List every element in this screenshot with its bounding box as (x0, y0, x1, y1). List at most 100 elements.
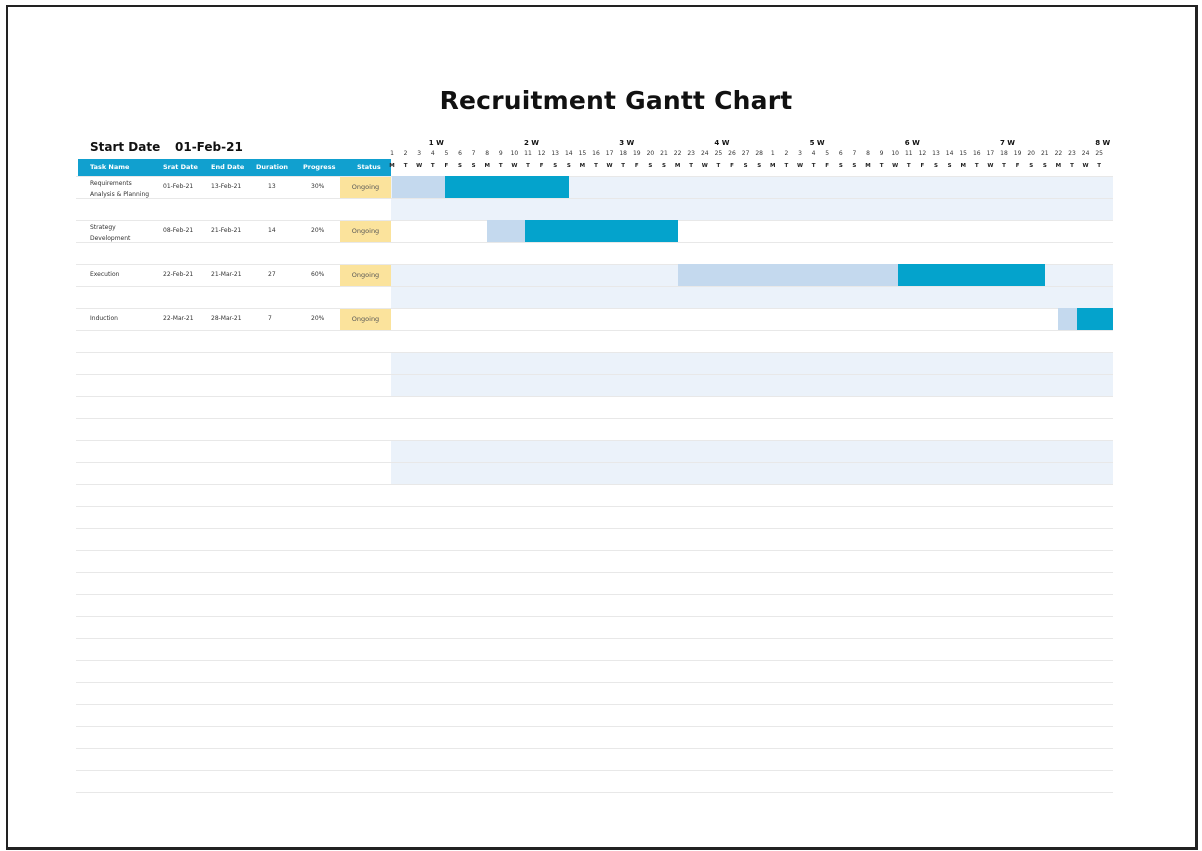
day-number: 15 (578, 150, 587, 157)
weekday-letter: S (934, 163, 938, 169)
task-name[interactable]: Strategy Development (90, 224, 131, 242)
weekday-letter: S (838, 163, 843, 169)
task-end-date[interactable]: 21-Mar-21 (211, 271, 242, 278)
task-start-date[interactable]: 22-Mar-21 (163, 315, 194, 322)
row-divider (76, 572, 1113, 573)
day-number: 1 (390, 150, 394, 157)
weekday-letter: M (674, 163, 681, 169)
header-progress: Progress (303, 163, 336, 171)
task-progress[interactable]: 60% (311, 271, 325, 278)
day-number: 24 (1081, 150, 1090, 157)
weekday-letter: W (701, 163, 708, 169)
task-duration[interactable]: 7 (268, 315, 272, 322)
day-number: 28 (755, 150, 763, 157)
weekday-letter: T (621, 163, 626, 169)
start-date-value[interactable]: 01-Feb-21 (175, 140, 243, 154)
row-divider (76, 748, 1113, 749)
row-divider (76, 506, 1113, 507)
task-start-date[interactable]: 01-Feb-21 (163, 183, 194, 190)
weekday-letter: T (526, 163, 530, 169)
start-date-label: Start Date (90, 140, 161, 154)
weekday-letter: M (865, 163, 871, 169)
day-number: 11 (524, 150, 532, 157)
day-number: 8 (485, 150, 490, 157)
weekday-letter: F (920, 163, 925, 169)
weekday-letter: S (553, 163, 558, 169)
task-duration[interactable]: 14 (268, 227, 276, 234)
task-bar-progress (487, 220, 526, 242)
task-progress[interactable]: 20% (311, 315, 325, 322)
weekday-letter: S (1029, 163, 1034, 169)
day-number: 16 (972, 150, 981, 157)
day-number: 24 (700, 150, 709, 157)
task-progress[interactable]: 30% (311, 183, 325, 190)
day-number: 13 (551, 150, 559, 157)
task-end-date[interactable]: 13-Feb-21 (211, 183, 242, 190)
weekday-letter: M (960, 163, 966, 169)
row-divider (76, 352, 1113, 353)
day-number: 1 (770, 150, 775, 157)
header-status: Status (357, 163, 381, 171)
day-number: 19 (632, 150, 641, 157)
day-number: 22 (673, 150, 682, 157)
week-label: 1 W (428, 139, 444, 147)
day-number: 23 (1068, 150, 1076, 157)
row-divider (76, 660, 1113, 661)
week-label: 5 W (809, 139, 825, 147)
task-end-date[interactable]: 21-Feb-21 (211, 227, 242, 234)
day-number: 10 (510, 150, 519, 157)
day-number: 18 (619, 150, 627, 157)
weekday-letter: T (1070, 163, 1074, 169)
weekday-letter: W (987, 163, 994, 169)
day-number: 11 (904, 150, 913, 157)
task-name[interactable]: Requirements Analysis & Planning (90, 180, 150, 198)
task-status[interactable]: Ongoing (340, 221, 391, 242)
day-number: 8 (866, 150, 870, 157)
task-name[interactable]: Execution (90, 271, 120, 278)
row-divider (76, 726, 1113, 727)
day-number: 14 (945, 150, 954, 157)
task-status[interactable]: Ongoing (340, 265, 391, 286)
row-divider (76, 616, 1113, 617)
week-label: 3 W (619, 139, 635, 147)
weekday-letter: S (648, 163, 653, 169)
day-number: 14 (564, 150, 573, 157)
day-number: 2 (784, 150, 789, 157)
task-start-date[interactable]: 08-Feb-21 (163, 227, 194, 234)
week-label: 7 W (1000, 139, 1016, 147)
day-number: 15 (959, 150, 967, 157)
task-bar-progress (677, 264, 898, 286)
day-number: 22 (1054, 150, 1063, 157)
weekday-letter: F (730, 163, 734, 169)
task-duration[interactable]: 13 (268, 183, 276, 190)
task-status[interactable]: Ongoing (340, 177, 391, 198)
weekday-letter: T (1097, 163, 1102, 169)
weekday-letter: M (389, 163, 395, 169)
row-divider (76, 792, 1113, 793)
task-bar-remaining (525, 220, 678, 242)
task-bar-remaining (897, 264, 1045, 286)
weekday-letter: T (906, 163, 911, 169)
task-status[interactable]: Ongoing (340, 309, 391, 330)
weekday-letter: S (852, 163, 857, 169)
weekday-letter: T (716, 163, 721, 169)
row-divider (76, 198, 1113, 199)
task-name[interactable]: Induction (90, 315, 118, 322)
weekday-letter: S (743, 163, 748, 169)
weekday-letter: S (757, 163, 762, 169)
weekday-letter: S (1042, 163, 1047, 169)
task-bar-progress (392, 176, 446, 198)
task-duration[interactable]: 27 (268, 271, 276, 278)
row-divider (76, 484, 1113, 485)
task-start-date[interactable]: 22-Feb-21 (163, 271, 194, 278)
task-progress[interactable]: 20% (311, 227, 325, 234)
day-number: 10 (891, 150, 899, 157)
row-divider (76, 176, 1113, 177)
chart-title: Recruitment Gantt Chart (439, 86, 793, 115)
task-end-date[interactable]: 28-Mar-21 (211, 315, 242, 322)
day-number: 5 (825, 150, 830, 157)
day-number: 9 (879, 150, 884, 157)
weekday-letter: W (511, 163, 518, 169)
weekday-letter: M (579, 163, 586, 169)
row-divider (76, 440, 1113, 441)
